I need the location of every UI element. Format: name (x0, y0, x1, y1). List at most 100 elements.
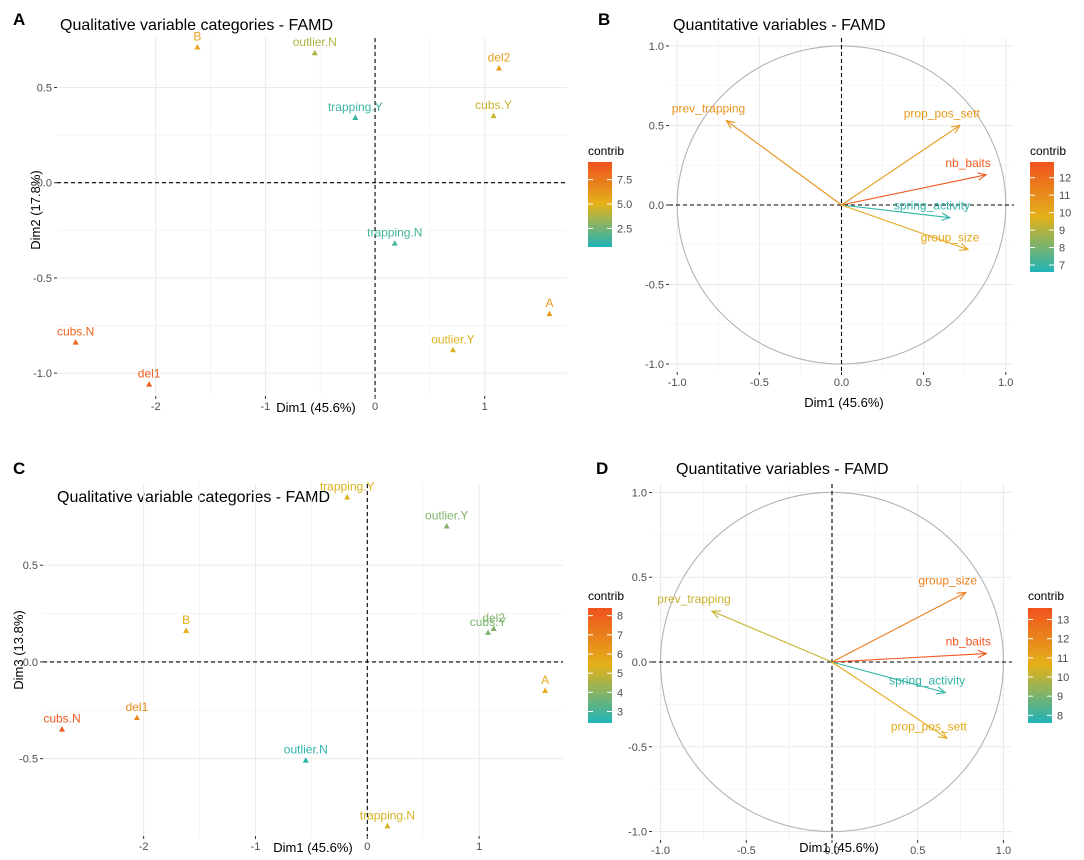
arrow-label-group-size: group_size (921, 231, 980, 245)
arrow-nb-baits (841, 174, 987, 206)
x-tick-label: -1 (260, 401, 270, 413)
y-tick-label: 0.0 (649, 200, 664, 212)
point-outlier-y (449, 346, 456, 353)
arrow-label-prev-trapping: prev_trapping (672, 102, 745, 116)
panel-letter-d: D (596, 459, 608, 478)
point-trapping-n (391, 240, 398, 246)
arrow-spring-activity (841, 204, 950, 219)
point-a (546, 310, 553, 317)
chart-title: Qualitative variable categories - FAMD (57, 489, 330, 506)
contrib-legend: 2.5 5.0 7.5 (588, 162, 632, 247)
point-trapping-y (344, 494, 351, 500)
legend-tick-label: 2.5 (617, 223, 632, 235)
legend-title: contrib (1030, 144, 1066, 158)
point-trapping-n (384, 822, 391, 829)
legend-tick-label: 12 (1059, 173, 1071, 185)
point-label-trapping-y: trapping.Y (320, 480, 375, 494)
x-axis-label: Dim1 (45.6%) (799, 840, 878, 855)
arrow-prop-pos-sett (831, 661, 948, 739)
x-tick-label: -1 (251, 841, 261, 853)
legend-title: contrib (1028, 589, 1064, 603)
point-label-a: A (541, 673, 549, 687)
point-del1 (133, 714, 140, 721)
chart-title: Qualitative variable categories - FAMD (60, 17, 333, 34)
x-tick-label: 0.5 (910, 845, 925, 857)
gridlines (43, 484, 563, 836)
arrowhead-nb-baits (977, 172, 988, 181)
arrow-group-size (841, 204, 969, 251)
point-outlier-y (443, 523, 450, 529)
x-tick-label: -0.5 (750, 377, 769, 389)
point-label-trapping-n: trapping.N (367, 226, 422, 240)
x-tick-label: 0 (372, 401, 378, 413)
point-del2 (490, 625, 497, 632)
x-axis-label: Dim1 (45.6%) (804, 395, 883, 410)
arrowhead-prev-trapping (725, 119, 736, 129)
legend-tick-label: 7 (617, 630, 623, 642)
legend-title: contrib (588, 144, 624, 158)
legend-tick-label: 8 (1057, 710, 1063, 722)
x-tick-label: -1.0 (651, 845, 670, 857)
legend-colorbar (1030, 162, 1054, 272)
arrow-label-nb-baits: nb_baits (946, 635, 991, 649)
y-tick-label: -0.5 (33, 273, 52, 285)
panel-letter-a: A (13, 10, 25, 29)
point-outlier-n (311, 49, 318, 56)
arrow-spring-activity (831, 661, 946, 694)
arrow-label-nb-baits: nb_baits (945, 156, 990, 170)
y-tick-label: -0.5 (645, 280, 664, 292)
legend-tick-label: 8 (617, 611, 623, 623)
legend-tick-label: 9 (1057, 691, 1063, 703)
panel-b-quantitative-dim1-dim2: B Quantitative variables - FAMD Dim1 (45… (598, 10, 1071, 410)
point-del2 (496, 64, 502, 71)
y-tick-label: 0.0 (23, 657, 38, 669)
point-label-b: B (182, 613, 190, 627)
x-axis-label: Dim1 (45.6%) (276, 400, 355, 415)
panel-a-qualitative-dim1-dim2: A Qualitative variable categories - FAMD… (13, 10, 632, 415)
point-cubs-y (485, 629, 492, 635)
arrow-prev-trapping (711, 610, 833, 663)
y-tick-label: 1.0 (649, 41, 664, 53)
point-cubs-n (59, 726, 66, 732)
point-label-cubs-y: cubs.Y (475, 98, 512, 112)
point-cubs-n (72, 339, 79, 345)
point-b (194, 44, 201, 50)
x-tick-label: 1.0 (998, 377, 1013, 389)
legend-tick-label: 10 (1059, 208, 1071, 220)
point-label-trapping-y: trapping.Y (328, 100, 383, 114)
point-label-del2: del2 (482, 611, 505, 625)
point-trapping-y (352, 114, 359, 120)
x-tick-label: 0 (364, 841, 370, 853)
arrow-label-prop-pos-sett: prop_pos_sett (891, 719, 968, 733)
arrow-nb-baits (831, 652, 987, 663)
y-tick-label: 0.0 (632, 657, 647, 669)
x-axis-label: Dim1 (45.6%) (273, 840, 352, 855)
arrowhead-spring-activity (941, 212, 952, 221)
legend-tick-label: 13 (1057, 615, 1069, 627)
y-axis-label: Dim2 (17.8%) (28, 170, 43, 249)
contrib-legend: 3 4 5 6 7 8 (588, 608, 623, 723)
legend-tick-label: 5.0 (617, 199, 632, 211)
legend-tick-label: 11 (1059, 190, 1070, 202)
x-tick-label: 1 (476, 841, 482, 853)
point-label-cubs-y: cubs.Y (470, 615, 507, 629)
legend-tick-label: 3 (617, 707, 623, 719)
x-tick-label: -2 (139, 841, 149, 853)
y-axis-label: Dim3 (13.8%) (11, 610, 26, 689)
legend-colorbar (1028, 608, 1052, 723)
arrowhead-prop-pos-sett (950, 124, 961, 134)
y-tick-label: 0.5 (23, 560, 38, 572)
panel-letter-b: B (598, 10, 610, 29)
x-tick-label: -1.0 (668, 377, 687, 389)
arrow-label-group-size: group_size (918, 573, 977, 587)
panel-c-qualitative-dim1-dim3: C Qualitative variable categories - FAMD… (11, 459, 624, 855)
legend-title: contrib (588, 589, 624, 603)
legend-tick-label: 6 (617, 649, 623, 661)
x-tick-label: 0.5 (916, 377, 931, 389)
contrib-legend: 8 9 10 11 12 13 (1028, 608, 1069, 723)
y-tick-label: -0.5 (628, 742, 647, 754)
x-tick-label: -2 (151, 401, 161, 413)
point-label-del2: del2 (488, 50, 511, 64)
legend-colorbar (588, 608, 612, 723)
